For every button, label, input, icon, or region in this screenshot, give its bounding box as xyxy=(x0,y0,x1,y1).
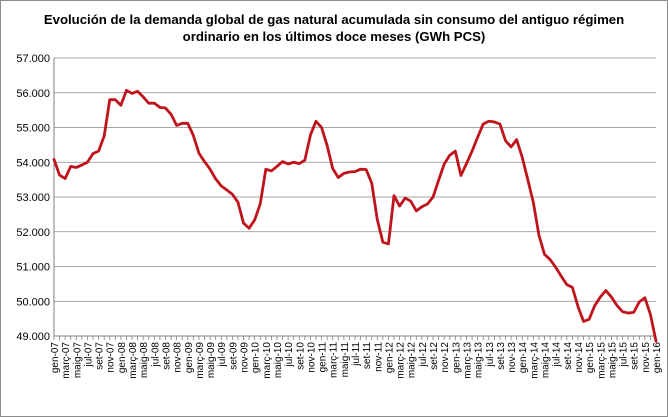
y-tick-label: 49.000 xyxy=(16,331,50,343)
y-tick-label: 56.000 xyxy=(16,88,50,100)
y-tick-label: 51.000 xyxy=(16,262,50,274)
x-tick-label: jul-13 xyxy=(485,342,496,368)
x-tick-label: nov-15 xyxy=(641,342,652,373)
series-line xyxy=(52,88,658,343)
x-tick-label: gen-14 xyxy=(518,342,529,374)
y-tick-label: 54.000 xyxy=(16,157,50,169)
chart-title: Evolución de la demanda global de gas na… xyxy=(1,11,667,45)
x-tick-label: nov-09 xyxy=(240,342,251,373)
x-tick-label: gen-09 xyxy=(184,342,195,374)
x-tick-label: maig-13 xyxy=(474,342,485,379)
x-tick-label: maig-11 xyxy=(340,342,351,378)
x-tick-label: nov-10 xyxy=(306,342,317,373)
x-tick-label: maig-07 xyxy=(72,342,83,379)
x-tick-label: jul-12 xyxy=(418,342,429,368)
x-tick-label: març-09 xyxy=(195,342,206,379)
x-tick-label: març-13 xyxy=(462,342,473,379)
x-tick-label: jul-07 xyxy=(83,342,94,368)
x-tick-label: maig-08 xyxy=(139,342,150,379)
x-tick-label: set-15 xyxy=(630,342,641,370)
x-tick-label: set-13 xyxy=(496,342,507,370)
x-tick-label: març-08 xyxy=(128,342,139,379)
x-tick-label: jul-15 xyxy=(619,342,630,368)
x-tick-label: set-09 xyxy=(228,342,239,370)
x-tick-label: gen-07 xyxy=(50,342,61,374)
x-tick-label: març-15 xyxy=(596,342,607,379)
x-tick-label: jul-11 xyxy=(351,342,362,367)
x-tick-label: nov-14 xyxy=(574,342,585,373)
x-tick-label: març-14 xyxy=(529,342,540,379)
x-tick-label: nov-13 xyxy=(507,342,518,373)
x-tick-label: maig-14 xyxy=(541,342,552,379)
chart-title-line-2: ordinario en los últimos doce meses (GWh… xyxy=(182,29,486,44)
x-tick-label: set-14 xyxy=(563,342,574,370)
x-tick-label: maig-10 xyxy=(273,342,284,379)
x-tick-label: gen-11 xyxy=(318,342,329,373)
x-tick-label: gen-15 xyxy=(585,342,596,374)
y-tick-label: 52.000 xyxy=(16,227,50,239)
x-tick-label: maig-09 xyxy=(206,342,217,379)
x-tick-label: nov-12 xyxy=(440,342,451,373)
x-tick-label: jul-09 xyxy=(217,342,228,368)
y-tick-label: 57.000 xyxy=(16,53,50,65)
x-tick-label: març-12 xyxy=(396,342,407,379)
x-tick-label: gen-10 xyxy=(251,342,262,374)
x-tick-label: març-11 xyxy=(329,342,340,378)
x-tick-label: jul-14 xyxy=(552,342,563,368)
x-tick-label: gen-08 xyxy=(117,342,128,374)
x-tick-label: set-07 xyxy=(95,342,106,370)
x-tick-label: set-11 xyxy=(362,342,373,369)
x-tick-label: nov-07 xyxy=(106,342,117,373)
x-tick-label: set-10 xyxy=(295,342,306,370)
y-tick-label: 50.000 xyxy=(16,296,50,308)
x-tick-label: gen-16 xyxy=(652,342,663,374)
x-tick-label: set-12 xyxy=(429,342,440,370)
x-tick-label: nov-11 xyxy=(373,342,384,372)
x-tick-label: jul-08 xyxy=(150,342,161,368)
x-tick-label: gen-13 xyxy=(451,342,462,374)
x-tick-label: maig-12 xyxy=(407,342,418,379)
chart-title-line-1: Evolución de la demanda global de gas na… xyxy=(43,12,625,27)
y-tick-label: 55.000 xyxy=(16,123,50,135)
x-tick-label: març-10 xyxy=(262,342,273,379)
y-tick-label: 53.000 xyxy=(16,192,50,204)
x-tick-label: set-08 xyxy=(161,342,172,370)
x-tick-label: maig-15 xyxy=(607,342,618,379)
x-tick-label: març-07 xyxy=(61,342,72,379)
x-tick-label: gen-12 xyxy=(384,342,395,374)
x-tick-label: jul-10 xyxy=(284,342,295,368)
x-tick-label: nov-08 xyxy=(173,342,184,373)
